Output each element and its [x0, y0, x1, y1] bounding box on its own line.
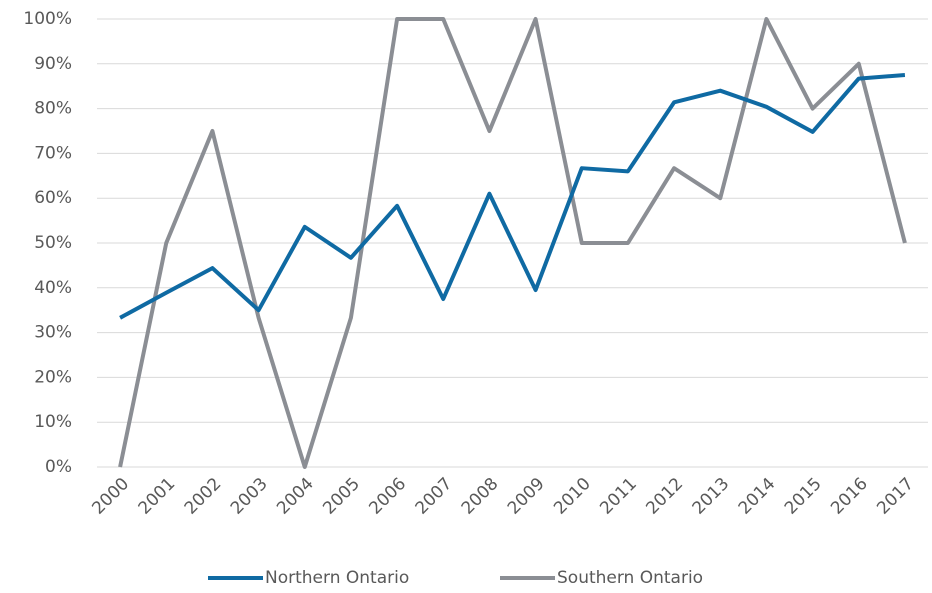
y-tick-label: 20% [34, 367, 72, 387]
x-tick-label: 2016 [827, 474, 872, 519]
series-line [118, 17, 907, 469]
x-tick-label: 2003 [227, 474, 272, 519]
x-tick-label: 2010 [550, 474, 595, 519]
y-tick-label: 50% [34, 233, 72, 253]
y-tick-label: 100% [23, 9, 72, 29]
x-tick-label: 2007 [412, 474, 457, 519]
y-tick-label: 90% [34, 54, 72, 74]
x-tick-label: 2017 [873, 474, 918, 519]
x-tick-label: 2001 [135, 474, 180, 519]
y-tick-label: 60% [34, 188, 72, 208]
y-tick-label: 40% [34, 278, 72, 298]
x-tick-label: 2009 [504, 474, 549, 519]
y-tick-label: 80% [34, 99, 72, 119]
x-tick-label: 2000 [88, 474, 133, 519]
x-tick-label: 2005 [319, 474, 364, 519]
x-tick-label: 2004 [273, 474, 318, 519]
x-tick-label: 2002 [181, 474, 226, 519]
x-tick-label: 2008 [458, 474, 503, 519]
y-tick-label: 70% [34, 143, 72, 163]
y-tick-label: 10% [34, 412, 72, 432]
legend-label: Northern Ontario [265, 568, 409, 588]
x-tick-label: 2014 [735, 474, 780, 519]
x-tick-label: 2015 [781, 474, 826, 519]
y-tick-label: 30% [34, 323, 72, 343]
x-tick-label: 2012 [642, 474, 687, 519]
x-tick-label: 2011 [596, 474, 641, 519]
x-tick-label: 2013 [689, 474, 734, 519]
legend-label: Southern Ontario [557, 568, 703, 588]
x-tick-label: 2006 [365, 474, 410, 519]
y-tick-label: 0% [45, 457, 72, 477]
series-line [119, 73, 906, 320]
